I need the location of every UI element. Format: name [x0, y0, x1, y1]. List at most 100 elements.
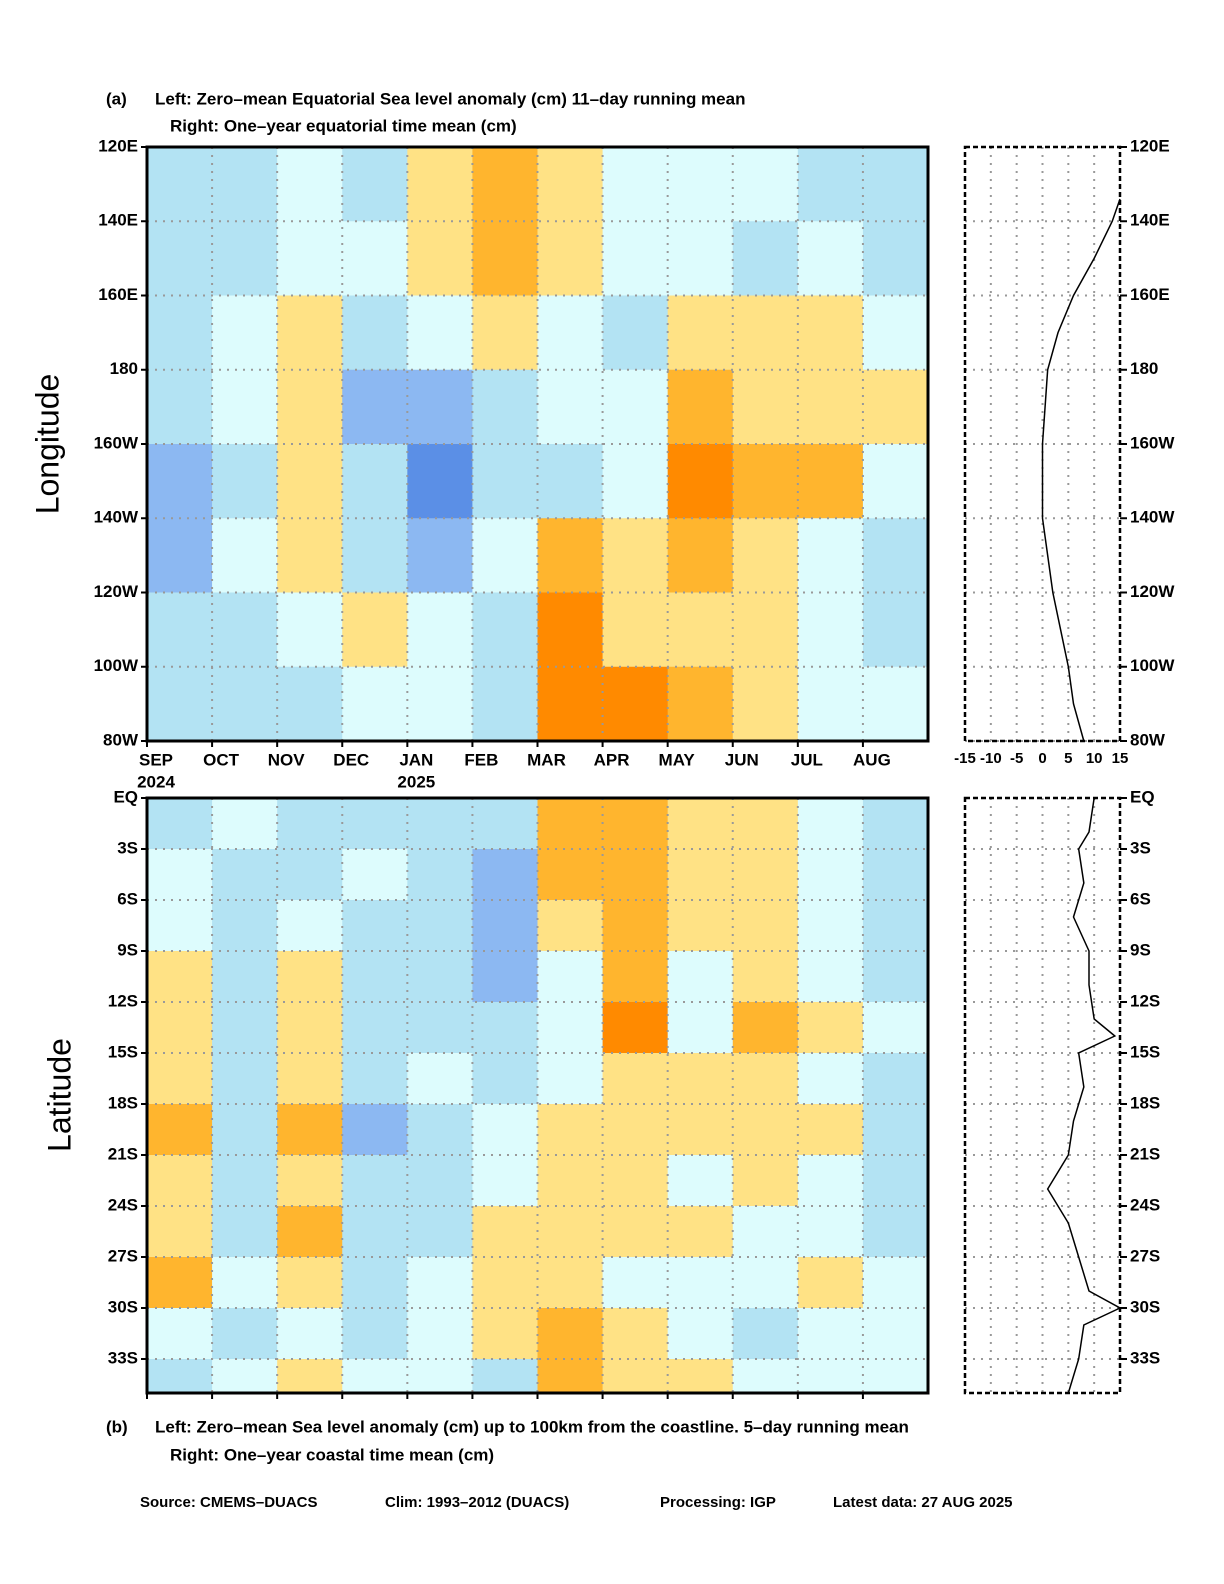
cell [342, 1206, 408, 1258]
cell [342, 1002, 408, 1054]
footer-text: Latest data: 27 AUG 2025 [833, 1494, 1013, 1511]
y-tick-label: 3S [1130, 838, 1151, 857]
cell [667, 951, 734, 1003]
cell [212, 1155, 278, 1207]
cell [732, 295, 799, 371]
cell [147, 147, 213, 222]
cell [732, 444, 799, 519]
cell [342, 1053, 408, 1105]
y-axis-label: Longitude [29, 374, 65, 515]
cell [537, 951, 604, 1003]
cell [407, 1206, 473, 1258]
cell [407, 849, 473, 901]
cell [732, 147, 799, 222]
cell [277, 518, 343, 593]
y-tick-label: 12S [1130, 991, 1160, 1010]
cell [537, 1002, 604, 1054]
cell [797, 849, 864, 901]
cell [602, 592, 669, 668]
plot-frame [963, 796, 1122, 1395]
y-tick-label: 160W [1130, 433, 1175, 452]
y-tick-label: 6S [117, 889, 138, 908]
x-tick-label: -5 [1010, 750, 1023, 767]
x-tick-label: JAN [399, 750, 433, 769]
y-tick-label: 180 [110, 359, 138, 378]
y-tick-label: 160E [1130, 285, 1170, 304]
cell [472, 1053, 538, 1105]
cell [212, 1206, 278, 1258]
cell [797, 221, 864, 296]
x-tick-label: JUN [725, 750, 759, 769]
cell [667, 518, 734, 593]
cell [862, 518, 928, 593]
y-tick-label: 140E [1130, 211, 1170, 230]
cell [472, 369, 538, 445]
y-tick-label: 120E [98, 136, 138, 155]
cell [602, 1053, 669, 1105]
cell [862, 849, 928, 901]
cell [537, 295, 604, 371]
cell [472, 1206, 538, 1258]
cell [732, 1002, 799, 1054]
cell [212, 295, 278, 371]
cell [862, 1308, 928, 1360]
panel-title: Left: Zero–mean Sea level anomaly (cm) u… [155, 1417, 909, 1436]
cell [212, 798, 278, 850]
y-tick-label: 120W [1130, 582, 1175, 601]
cell [147, 221, 213, 296]
cell [732, 1155, 799, 1207]
cell [407, 951, 473, 1003]
cell [147, 798, 213, 850]
plot-frame [145, 796, 930, 1395]
cell [602, 900, 669, 952]
cell [277, 1104, 343, 1156]
cell [537, 900, 604, 952]
x-tick-sublabel: 2025 [397, 772, 435, 791]
x-tick-label: SEP [139, 750, 173, 769]
cell [407, 295, 473, 371]
cell [667, 1155, 734, 1207]
panel-label: (a) [106, 89, 127, 108]
y-tick-label: 18S [1130, 1093, 1160, 1112]
panel-label: (b) [106, 1417, 128, 1436]
cell [667, 1359, 734, 1393]
cell [147, 592, 213, 668]
cell [667, 1002, 734, 1054]
cell [797, 798, 864, 850]
heatmap-cells [147, 798, 928, 1393]
cell [212, 951, 278, 1003]
cell [862, 444, 928, 519]
cell [277, 849, 343, 901]
cell [407, 1308, 473, 1360]
y-tick-label: 180 [1130, 359, 1158, 378]
cell [602, 1257, 669, 1309]
cell [602, 518, 669, 593]
cell [862, 1002, 928, 1054]
cell [602, 369, 669, 445]
cell [667, 147, 734, 222]
cell [407, 1257, 473, 1309]
x-tick-label: OCT [203, 750, 240, 769]
y-tick-label: 21S [108, 1144, 138, 1163]
cell [797, 900, 864, 952]
cell [147, 518, 213, 593]
cell [862, 951, 928, 1003]
cell [342, 221, 408, 296]
cell [407, 518, 473, 593]
cell [667, 221, 734, 296]
cell [147, 1002, 213, 1054]
cell [212, 518, 278, 593]
cell [602, 295, 669, 371]
profile-line [1046, 797, 1122, 1394]
cell [147, 295, 213, 371]
cell [407, 444, 473, 519]
y-tick-label: 160W [94, 433, 139, 452]
cell [537, 147, 604, 222]
cell [212, 666, 278, 741]
y-tick-label: 9S [117, 940, 138, 959]
y-tick-label: 12S [108, 991, 138, 1010]
cell [667, 295, 734, 371]
cell [472, 900, 538, 952]
y-tick-label: 140E [98, 211, 138, 230]
y-tick-label: 120E [1130, 136, 1170, 155]
